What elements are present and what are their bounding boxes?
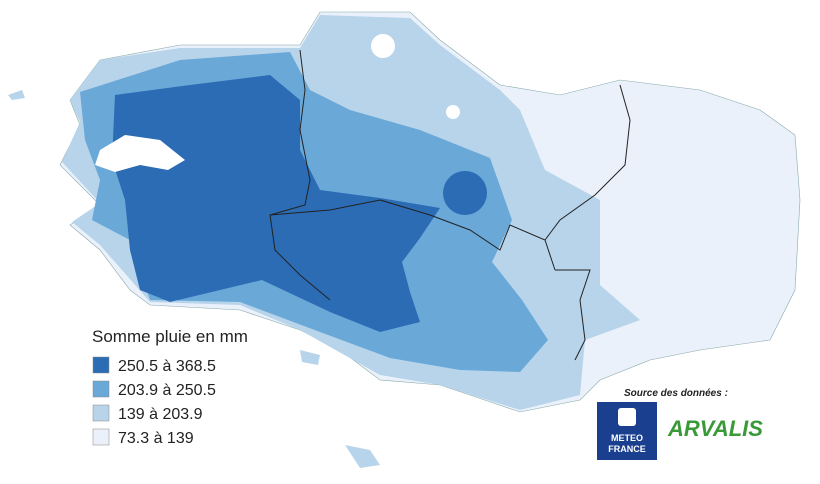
legend-title: Somme pluie en mm [92,327,248,346]
lake [446,105,460,119]
legend-swatch [92,356,110,374]
source: Source des données : METEO FRANCE ARVALI… [597,388,763,460]
lake [371,34,395,58]
island [300,350,320,365]
legend-label: 203.9 à 250.5 [118,382,216,399]
island [8,90,25,100]
border [544,84,631,241]
meteo-text: FRANCE [608,444,646,454]
legend: 250.5 à 368.5 203.9 à 250.5 139 à 203.9 … [92,356,216,447]
source-text: Source des données : [624,388,728,399]
legend-label: 250.5 à 368.5 [118,358,216,375]
arvalis-logo: ARVALIS [667,416,763,441]
bay [95,135,185,172]
legend-swatch [92,404,110,422]
zone-high [112,75,440,332]
legend-label: 73.3 à 139 [118,430,194,447]
border [555,269,591,361]
border [269,199,556,271]
meteo-text: METEO [611,433,643,443]
legend-label: 139 à 203.9 [118,406,203,423]
legend-swatch [92,380,110,398]
island [345,445,380,468]
border [269,49,331,301]
rain-zones [59,11,801,413]
department-borders [269,49,631,361]
meteo-icon [618,408,636,426]
legend-swatch [92,428,110,446]
islands [8,90,380,468]
zone-high-spot [443,171,487,215]
